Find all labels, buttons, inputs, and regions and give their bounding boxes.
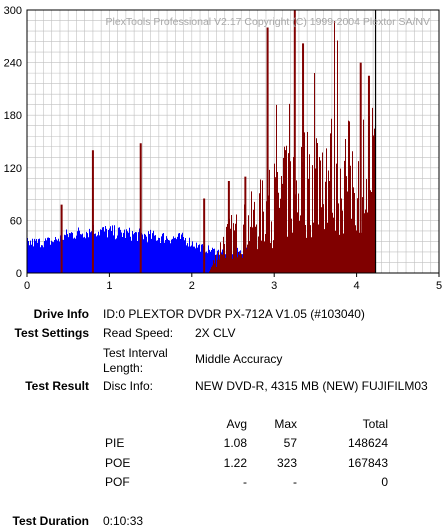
test-duration-value: 0:10:33 xyxy=(103,514,144,528)
x-tick-label: 2 xyxy=(189,280,195,292)
x-tick-label: 1 xyxy=(106,280,112,292)
y-tick-label: 240 xyxy=(4,58,22,70)
plot-frame xyxy=(26,9,440,274)
y-axis-ticks: 0 60 120 180 240 300 xyxy=(4,5,22,280)
x-axis-ticks: 0 1 2 3 4 5 xyxy=(24,273,442,292)
error-chart: 0 60 120 180 240 300 0 1 2 3 4 5 PlexTools Profess… xyxy=(4,5,442,292)
pof-total: 0 xyxy=(381,475,388,489)
x-tick-label: 4 xyxy=(354,280,360,292)
poe-series xyxy=(60,10,376,273)
pie-total: 148624 xyxy=(347,436,388,450)
row-label-poe: POE xyxy=(105,456,131,470)
col-header-total: Total xyxy=(362,417,388,431)
pie-avg: 1.08 xyxy=(223,436,247,450)
y-tick-label: 300 xyxy=(4,5,22,17)
y-tick-label: 60 xyxy=(10,215,22,227)
poe-avg: 1.22 xyxy=(223,456,247,470)
pof-avg: - xyxy=(243,475,247,489)
drive-info-label: Drive Info xyxy=(33,307,89,321)
drive-info-value: ID:0 PLEXTOR DVDR PX-712A V1.05 (#103040… xyxy=(103,307,365,321)
y-tick-label: 120 xyxy=(4,163,22,175)
x-tick-label: 5 xyxy=(436,280,442,292)
disc-info-value: NEW DVD-R, 4315 MB (NEW) FUJIFILM03 xyxy=(195,379,428,393)
x-tick-label: 3 xyxy=(271,280,277,292)
col-header-max: Max xyxy=(274,417,297,431)
poe-total: 167843 xyxy=(347,456,388,470)
col-header-avg: Avg xyxy=(226,417,247,431)
read-speed-value: 2X CLV xyxy=(195,326,236,340)
disc-info-label: Disc Info: xyxy=(103,379,154,393)
x-tick-label: 0 xyxy=(24,280,30,292)
test-interval-label-line2: Length: xyxy=(103,361,144,375)
watermark-text: PlexTools Professional V2.17 Copyright (… xyxy=(106,16,431,28)
y-tick-label: 0 xyxy=(16,268,22,280)
test-result-label: Test Result xyxy=(25,379,89,393)
test-interval-value: Middle Accuracy xyxy=(195,352,283,366)
y-tick-label: 180 xyxy=(4,110,22,122)
test-duration-label: Test Duration xyxy=(12,514,89,528)
pof-max: - xyxy=(293,475,297,489)
row-label-pof: POF xyxy=(105,475,130,489)
pie-max: 57 xyxy=(283,436,297,450)
poe-max: 323 xyxy=(276,456,297,470)
test-interval-label-line1: Test Interval xyxy=(103,346,168,360)
test-settings-label: Test Settings xyxy=(14,326,89,340)
row-label-pie: PIE xyxy=(105,436,125,450)
read-speed-label: Read Speed: xyxy=(103,326,174,340)
